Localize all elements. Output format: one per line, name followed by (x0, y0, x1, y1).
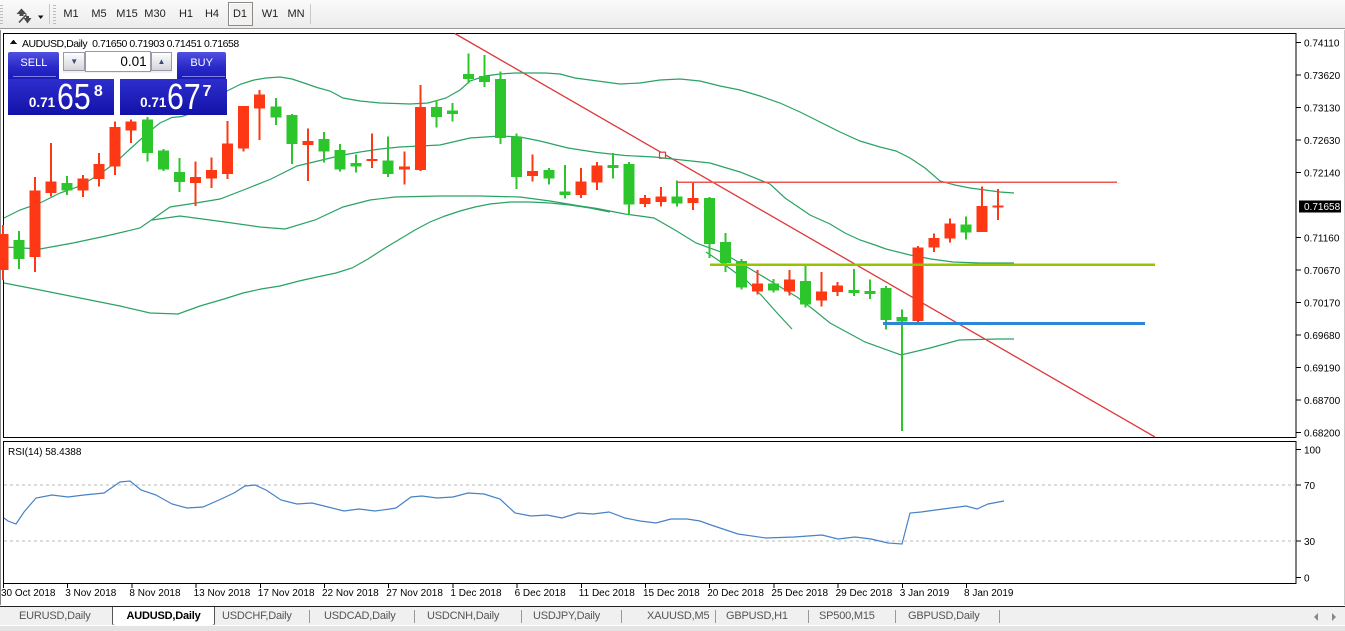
svg-text:0.70170: 0.70170 (1304, 299, 1341, 310)
svg-text:70: 70 (1304, 481, 1316, 492)
svg-text:11 Dec 2018: 11 Dec 2018 (579, 588, 635, 599)
svg-text:1 Dec 2018: 1 Dec 2018 (450, 588, 502, 599)
svg-text:0: 0 (1304, 574, 1310, 585)
svg-text:0.68200: 0.68200 (1304, 429, 1341, 440)
svg-text:0.70670: 0.70670 (1304, 266, 1341, 277)
svg-text:0.69680: 0.69680 (1304, 331, 1341, 342)
svg-text:20 Dec 2018: 20 Dec 2018 (707, 588, 764, 599)
svg-text:0.71658: 0.71658 (1304, 202, 1341, 213)
svg-text:3 Nov 2018: 3 Nov 2018 (65, 588, 117, 599)
svg-text:22 Nov 2018: 22 Nov 2018 (322, 588, 379, 599)
svg-text:AUDUSD,Daily 0.71650 0.71903: AUDUSD,Daily 0.71650 0.71903 0.71451 0.7… (22, 38, 239, 50)
svg-text:17 Nov 2018: 17 Nov 2018 (258, 588, 315, 599)
svg-text:30: 30 (1304, 537, 1316, 548)
svg-text:6 Dec 2018: 6 Dec 2018 (515, 588, 567, 599)
svg-text:15 Dec 2018: 15 Dec 2018 (643, 588, 700, 599)
svg-text:29 Dec 2018: 29 Dec 2018 (836, 588, 893, 599)
svg-text:3 Jan 2019: 3 Jan 2019 (900, 588, 950, 599)
svg-text:0.69190: 0.69190 (1304, 364, 1341, 375)
svg-text:0.73130: 0.73130 (1304, 104, 1341, 115)
svg-text:25 Dec 2018: 25 Dec 2018 (771, 588, 828, 599)
svg-text:100: 100 (1304, 446, 1321, 457)
svg-text:0.72630: 0.72630 (1304, 136, 1341, 147)
svg-text:0.73620: 0.73620 (1304, 71, 1341, 82)
svg-text:13 Nov 2018: 13 Nov 2018 (194, 588, 251, 599)
svg-text:0.72140: 0.72140 (1304, 169, 1341, 180)
svg-text:27 Nov 2018: 27 Nov 2018 (386, 588, 443, 599)
svg-text:0.74110: 0.74110 (1304, 39, 1340, 50)
svg-text:30 Oct 2018: 30 Oct 2018 (1, 588, 56, 599)
svg-text:0.71160: 0.71160 (1304, 234, 1340, 245)
svg-text:0.68700: 0.68700 (1304, 396, 1341, 407)
svg-text:8 Jan 2019: 8 Jan 2019 (964, 588, 1014, 599)
svg-text:RSI(14) 58.4388: RSI(14) 58.4388 (8, 447, 82, 458)
svg-text:8 Nov 2018: 8 Nov 2018 (129, 588, 181, 599)
